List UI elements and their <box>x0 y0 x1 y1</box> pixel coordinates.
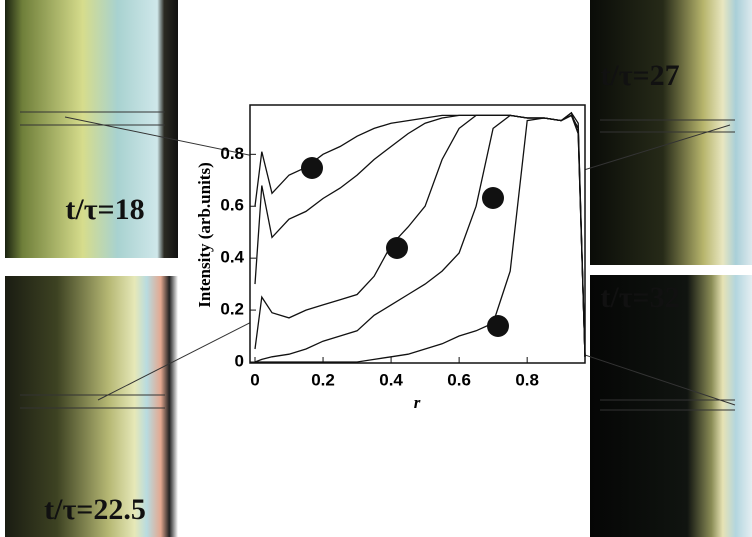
y-tick-label: 0 <box>235 351 244 370</box>
figure: r Intensity (arb.units) 0 0.2 0.4 0.6 0.8 0 0.… <box>0 0 752 537</box>
y-axis-label: Intensity (arb.units) <box>195 162 214 307</box>
photo <box>590 275 752 537</box>
y-tick-label: 0.8 <box>220 144 244 163</box>
x-tick-label: 0.4 <box>379 370 403 389</box>
y-tick-label: 0.2 <box>220 300 244 319</box>
y-tick-label: 0.6 <box>220 196 244 215</box>
panel-label: t/τ=27 <box>600 59 679 92</box>
x-axis-label: r <box>414 393 421 412</box>
x-tick-label: 0.2 <box>311 370 335 389</box>
panel-label: t/τ=18 <box>65 193 144 226</box>
x-tick-label: 0 <box>250 370 259 389</box>
plot-area <box>250 105 585 363</box>
x-tick-label: 0.6 <box>447 370 471 389</box>
panel-label: t/τ=32 <box>600 281 679 314</box>
y-tick-label: 0.4 <box>220 248 244 267</box>
panel-label: t/τ=22.5 <box>44 493 146 526</box>
x-tick-label: 0.8 <box>515 370 539 389</box>
